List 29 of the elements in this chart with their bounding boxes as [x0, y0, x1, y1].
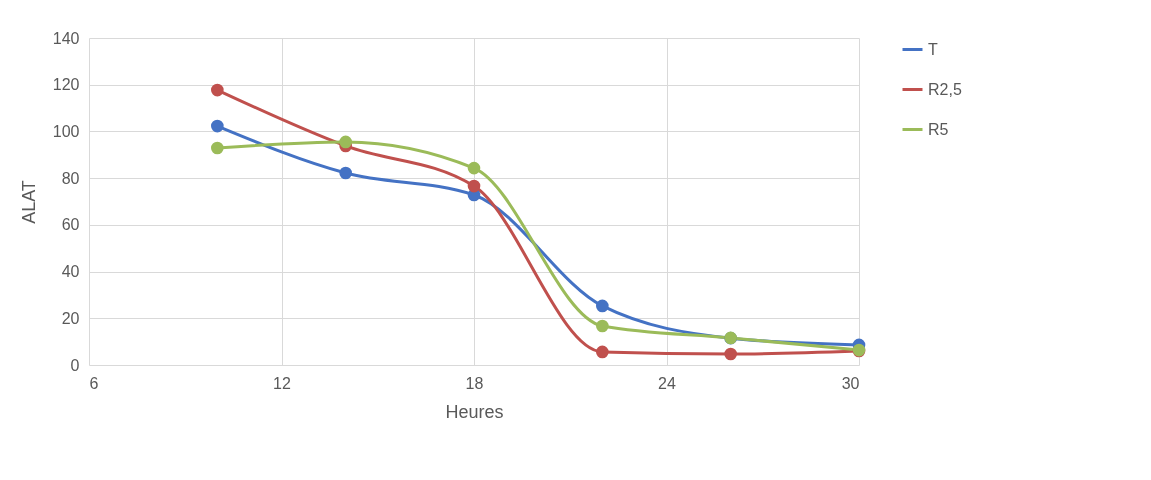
point: [211, 119, 224, 133]
point: [596, 299, 609, 313]
point: [596, 319, 609, 333]
point: [339, 166, 352, 180]
x-tick-label: 30: [841, 374, 860, 392]
y-tick-label: 140: [52, 29, 80, 47]
legend-label: R2,5: [928, 80, 962, 98]
point: [467, 179, 481, 193]
x-axis-title: Heures: [445, 401, 504, 422]
point: [211, 141, 224, 155]
point: [211, 83, 224, 97]
point: [339, 135, 352, 149]
legend-label: R5: [928, 120, 949, 138]
point: [724, 347, 737, 361]
y-tick-label: 40: [61, 263, 80, 281]
y-tick-label: 20: [61, 309, 80, 327]
y-tick-label: 100: [52, 122, 80, 140]
x-tick-label: 24: [658, 374, 676, 392]
point: [596, 345, 609, 359]
y-tick-label: 0: [70, 356, 80, 374]
x-tick-label: 6: [89, 374, 99, 392]
x-tick-label: 18: [465, 374, 484, 392]
x-tick-label: 12: [273, 374, 291, 392]
y-tick-label: 80: [61, 169, 80, 187]
legend-label: T: [928, 40, 938, 58]
y-tick-label: 60: [61, 216, 80, 234]
y-axis-title: ALAT: [18, 180, 39, 224]
y-tick-label: 120: [52, 76, 80, 94]
point: [467, 161, 481, 175]
